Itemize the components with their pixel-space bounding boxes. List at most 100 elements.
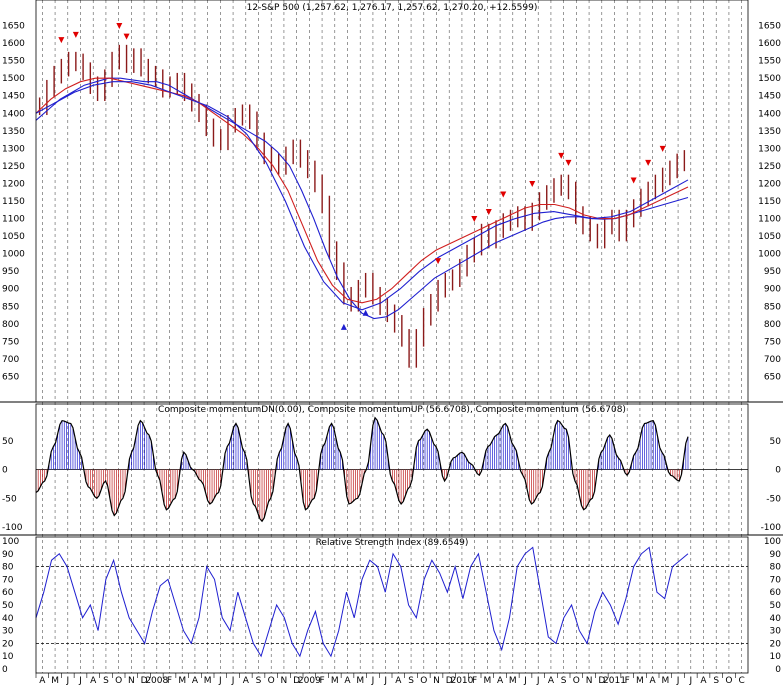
sell-signal-arrow (435, 258, 442, 265)
month-tick-label: S (103, 676, 109, 686)
month-tick-label: 2011 (603, 676, 626, 686)
month-tick-label: A (700, 676, 707, 686)
rsi-tick-label: 0 (2, 665, 8, 675)
month-tick-label: A (497, 676, 504, 686)
price-tick-label: 1350 (2, 127, 25, 137)
price-tick-label: 1500 (2, 74, 25, 84)
price-tick-label: 1100 (2, 215, 25, 225)
month-tick-label: 2008 (145, 676, 168, 686)
sell-signal-arrow (471, 216, 478, 223)
month-tick-label: A (548, 676, 555, 686)
rsi-line (35, 546, 689, 658)
sell-signal-arrow (72, 31, 79, 38)
rsi-tick-label: 90 (2, 550, 14, 560)
rsi-tick-label: 30 (770, 627, 782, 637)
month-tick-label: M (636, 676, 644, 686)
month-tick-label: O (115, 676, 122, 686)
price-tick-label: 700 (2, 355, 19, 365)
price-tick-label: 1450 (758, 92, 781, 102)
month-tick-label: F (167, 676, 172, 686)
price-panel-title: 12-S&P 500 (1,257.62, 1,276.17, 1,257.62… (247, 3, 538, 13)
price-tick-label: 1550 (2, 57, 25, 67)
price-tick-label: 1600 (758, 39, 781, 49)
price-tick-label: 900 (2, 285, 19, 295)
moving-average-line (35, 77, 689, 304)
price-tick-label: 1500 (758, 74, 781, 84)
rsi-tick-label: 100 (2, 537, 19, 547)
momentum-tick-label: -50 (2, 494, 17, 504)
price-tick-label: 1650 (758, 22, 781, 32)
month-tick-label: N (433, 676, 440, 686)
month-tick-label: M (661, 676, 669, 686)
momentum-tick-label: 0 (2, 466, 8, 476)
month-tick-label: F (472, 676, 477, 686)
rsi-tick-label: 0 (775, 665, 781, 675)
month-tick-label: N (281, 676, 288, 686)
month-tick-label: A (192, 676, 199, 686)
momentum-line (35, 416, 689, 523)
month-tick-label: J (65, 676, 69, 686)
price-tick-label: 1000 (2, 250, 25, 260)
price-tick-label: 1250 (2, 162, 25, 172)
month-tick-label: A (395, 676, 402, 686)
month-tick-label: M (509, 676, 517, 686)
month-tick-label: F (319, 676, 324, 686)
rsi-panel (35, 546, 748, 658)
month-tick-label: J (383, 676, 387, 686)
price-tick-label: 750 (764, 337, 781, 347)
month-tick-label: M (178, 676, 186, 686)
rsi-tick-label: 10 (2, 652, 14, 662)
rsi-tick-label: 20 (770, 639, 782, 649)
price-tick-label: 650 (2, 372, 19, 382)
month-tick-label: J (536, 676, 540, 686)
month-tick-label: 2009 (298, 676, 321, 686)
price-tick-label: 1300 (2, 144, 25, 154)
rsi-tick-label: 40 (770, 614, 782, 624)
rsi-tick-label: 70 (2, 575, 14, 585)
rsi-tick-label: 20 (2, 639, 14, 649)
month-tick-label: A (650, 676, 657, 686)
price-tick-label: 1050 (758, 232, 781, 242)
momentum-tick-label: -100 (2, 523, 23, 533)
buy-signal-arrow (340, 323, 347, 330)
grid-lines (42, 0, 742, 673)
month-tick-label: A (90, 676, 97, 686)
rsi-tick-label: 60 (2, 588, 14, 598)
rsi-tick-label: 50 (770, 601, 782, 611)
rsi-tick-label: 40 (2, 614, 14, 624)
month-tick-label: A (243, 676, 250, 686)
month-tick-label: O (725, 676, 732, 686)
month-tick-label: J (371, 676, 375, 686)
month-tick-label: A (344, 676, 351, 686)
month-tick-label: S (408, 676, 414, 686)
price-tick-label: 1100 (758, 215, 781, 225)
price-tick-label: 700 (764, 355, 781, 365)
price-tick-label: 1200 (758, 179, 781, 189)
month-tick-label: O (268, 676, 275, 686)
rsi-tick-label: 70 (770, 575, 782, 585)
sell-signal-arrow (630, 177, 637, 184)
rsi-tick-label: 30 (2, 627, 14, 637)
month-tick-label: D (446, 676, 453, 686)
momentum-tick-label: 50 (2, 437, 14, 447)
rsi-panel-border (35, 536, 749, 674)
sell-signal-arrow (659, 145, 666, 152)
month-tick-label: O (420, 676, 427, 686)
rsi-tick-label: 80 (2, 563, 14, 573)
price-tick-label: 1250 (758, 162, 781, 172)
price-tick-label: 1450 (2, 92, 25, 102)
month-tick-label: 2010 (450, 676, 473, 686)
moving-average-line (35, 81, 689, 311)
rsi-tick-label: 10 (770, 652, 782, 662)
sell-signal-arrow (645, 159, 652, 166)
price-tick-label: 900 (764, 285, 781, 295)
sell-signal-arrow (500, 191, 507, 198)
sell-signal-arrow (529, 180, 536, 187)
month-tick-label: D (141, 676, 148, 686)
month-tick-label: J (523, 676, 527, 686)
momentum-tick-label: -50 (766, 494, 781, 504)
price-tick-label: 800 (2, 320, 19, 330)
month-tick-label: N (586, 676, 593, 686)
